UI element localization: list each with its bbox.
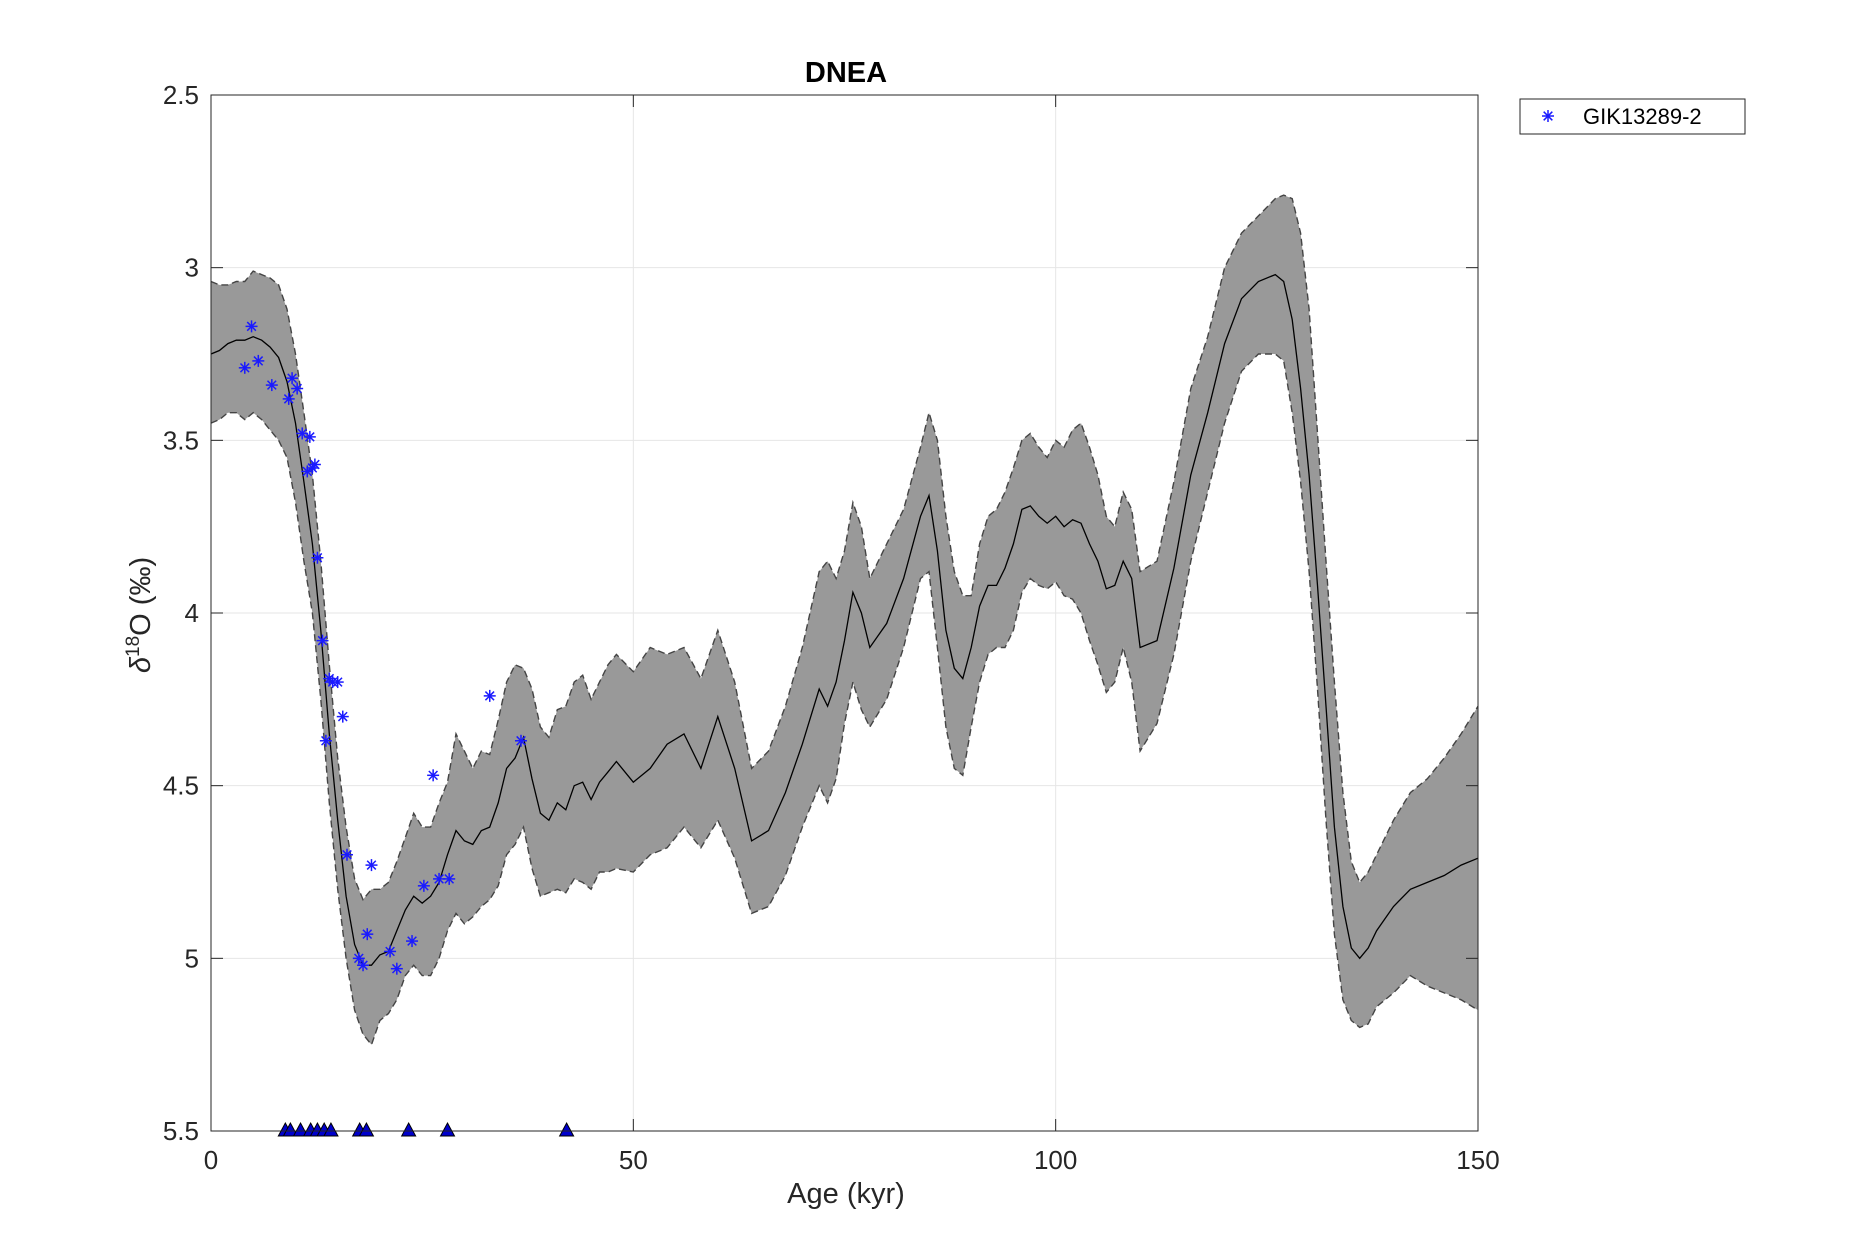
y-tick-label: 5.5 <box>163 1116 199 1146</box>
sample-point-stroke <box>292 383 303 394</box>
y-axis-label: δ18O (‰) <box>123 557 157 673</box>
sample-point <box>308 458 321 471</box>
sample-point <box>443 872 456 885</box>
sample-point <box>303 430 316 443</box>
age-marker-triangle <box>282 1121 299 1137</box>
sample-point-stroke <box>516 735 526 746</box>
y-tick-label: 4 <box>185 598 199 628</box>
grid-lines <box>211 95 1478 1131</box>
axes <box>210 94 1479 1132</box>
x-tick-label: 0 <box>204 1145 218 1175</box>
sample-point-stroke <box>366 860 377 870</box>
sample-point-stroke <box>312 552 323 563</box>
age-marker-triangle <box>439 1121 456 1137</box>
age-marker-triangle <box>292 1121 309 1137</box>
sample-point-stroke <box>239 362 250 373</box>
age-marker-triangle <box>558 1121 575 1137</box>
sample-point <box>316 634 329 647</box>
x-tick-label: 100 <box>1034 1145 1077 1175</box>
x-tick-label: 50 <box>619 1145 648 1175</box>
y-tick-label: 5 <box>185 943 199 973</box>
mean-curve-line <box>210 273 1479 966</box>
legend-star-marker <box>1542 110 1554 122</box>
sample-point <box>390 962 403 975</box>
sample-point-stroke <box>444 874 455 884</box>
sample-point <box>252 354 265 367</box>
sample-point <box>483 689 496 702</box>
y-tick-label: 3.5 <box>163 425 199 455</box>
sample-point-stroke <box>342 849 352 860</box>
sample-point-stroke <box>385 946 395 957</box>
sample-point <box>433 872 446 885</box>
sample-point <box>406 935 419 948</box>
sample-point-stroke <box>428 770 438 781</box>
sample-point <box>282 392 295 405</box>
sample-point-stroke <box>1543 111 1553 121</box>
y-tick-label: 4.5 <box>163 771 199 801</box>
sample-point-stroke <box>391 963 402 974</box>
sample-point <box>286 372 299 385</box>
legend-box <box>1519 98 1746 135</box>
sample-point-stroke <box>246 321 257 332</box>
sample-point <box>291 382 304 395</box>
sample-point <box>238 361 251 374</box>
lower-bound-dashed-line <box>210 353 1479 1047</box>
sample-point-stroke <box>419 880 429 891</box>
legend: GIK13289-2 <box>1519 98 1746 135</box>
sample-point <box>245 320 258 333</box>
sample-point-stroke <box>358 960 368 971</box>
sample-point-stroke <box>304 432 315 442</box>
confidence-band <box>210 194 1479 1047</box>
sample-point-stroke <box>321 735 331 746</box>
sample-point <box>365 859 378 872</box>
age-marker-triangle <box>400 1121 417 1137</box>
chart-title: DNEA <box>805 57 887 89</box>
y-axis-label-rest: O (‰) <box>125 557 157 636</box>
sample-point-stroke <box>317 635 328 646</box>
sample-point <box>319 734 332 747</box>
sample-point <box>265 379 278 392</box>
x-tick-label: 150 <box>1456 1145 1499 1175</box>
y-tick-label: 3 <box>185 253 199 283</box>
sample-point-stroke <box>297 428 308 439</box>
sample-point <box>340 848 353 861</box>
sample-point-stroke <box>332 677 343 687</box>
x-axis-label: Age (kyr) <box>787 1178 905 1210</box>
sample-point-stroke <box>310 459 320 470</box>
legend-entry-label: GIK13289-2 <box>1583 104 1702 129</box>
age-marker-triangle <box>323 1121 339 1137</box>
legend-star <box>1542 110 1554 122</box>
sample-point <box>427 769 440 782</box>
sample-point-stroke <box>434 874 444 884</box>
sample-point <box>352 952 365 965</box>
sample-point <box>384 945 397 958</box>
sample-point-stroke <box>362 929 373 940</box>
sample-point-stroke <box>287 373 297 384</box>
sample-point <box>357 959 370 972</box>
sample-point-stroke <box>266 380 277 390</box>
confidence-band-fill <box>211 195 1478 1045</box>
sample-point-stroke <box>407 936 417 946</box>
y-axis-label-superscript: 18 <box>123 636 144 657</box>
sample-point <box>311 551 324 564</box>
sample-points <box>238 320 527 975</box>
tick-labels: 0 50 100 150 2.5 3 3.5 4 4.5 5 5.5 <box>163 80 1500 1175</box>
sample-point <box>417 879 430 892</box>
sample-point <box>331 676 344 689</box>
upper-bound-dashed-line <box>210 194 1479 901</box>
sample-point-stroke <box>337 711 348 722</box>
sample-point-stroke <box>353 953 364 964</box>
y-tick-label: 2.5 <box>163 80 199 110</box>
sample-point-stroke <box>484 691 495 701</box>
y-axis-label-symbol: δ <box>125 656 157 673</box>
age-marker-triangle <box>358 1121 375 1137</box>
mean-curve <box>210 273 1479 966</box>
sample-point <box>514 734 527 747</box>
sample-point-stroke <box>283 394 294 404</box>
age-markers <box>277 1121 575 1137</box>
sample-point <box>361 928 374 941</box>
sample-point-stroke <box>253 356 264 366</box>
sample-point <box>336 710 349 723</box>
